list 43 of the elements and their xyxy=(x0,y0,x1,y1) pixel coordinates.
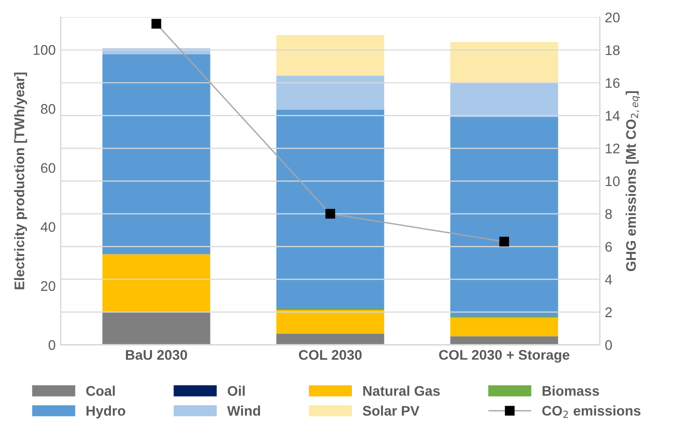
bar xyxy=(102,54,210,254)
y-tick-label: 40 xyxy=(40,222,56,232)
x-tick-label: COL 2030 xyxy=(298,350,362,360)
bar xyxy=(276,34,384,76)
legend-label: Coal xyxy=(86,386,115,396)
y-tick-label: 80 xyxy=(40,104,56,114)
y-tick-label: 20 xyxy=(41,281,56,291)
y2-tick-label: 20 xyxy=(605,12,620,22)
bar xyxy=(450,42,558,84)
bar xyxy=(450,83,558,117)
bar xyxy=(450,336,558,345)
legend-label: Solar PV xyxy=(362,406,420,416)
y2-tick-label: 16 xyxy=(606,78,620,88)
y-tick-label: 0 xyxy=(48,340,56,350)
bar xyxy=(450,318,558,336)
y2-tick-label: 10 xyxy=(606,176,620,186)
legend-label: Natural Gas xyxy=(363,386,440,396)
y2-tick-label: 14 xyxy=(606,110,620,121)
legend-label: CO$_{2}$ emissions xyxy=(542,405,640,418)
y2-tick-label: 4 xyxy=(605,274,612,284)
y2-tick-label: 2 xyxy=(605,307,612,318)
y2-tick-label: 0 xyxy=(605,340,612,350)
bar xyxy=(450,116,558,316)
legend-label: Oil xyxy=(228,386,245,396)
y-tick-label: 100 xyxy=(34,45,56,55)
x-tick-label: COL 2030 + Storage xyxy=(439,350,570,363)
bar xyxy=(276,310,384,334)
y2-tick-label: 6 xyxy=(605,242,612,252)
y2-tick-label: 12 xyxy=(606,144,620,154)
bar xyxy=(276,110,384,309)
y2-tick-label: 8 xyxy=(605,209,612,219)
y2-tick-label: 18 xyxy=(606,45,620,56)
legend-label: Wind xyxy=(227,406,260,416)
y-tick-label: 60 xyxy=(41,163,56,173)
legend-label: Hydro xyxy=(86,406,126,418)
y-axis-title: Electricity production [TWh/year] xyxy=(14,72,28,290)
legend-label: Biomass xyxy=(542,386,600,396)
x-tick-label: BaU 2030 xyxy=(126,350,188,360)
bar xyxy=(276,76,384,110)
y2-axis-title: GHG emissions [Mt CO$_{2,eq}$] xyxy=(626,91,640,272)
bar xyxy=(102,254,210,312)
bar xyxy=(276,334,384,345)
bar xyxy=(102,312,210,345)
